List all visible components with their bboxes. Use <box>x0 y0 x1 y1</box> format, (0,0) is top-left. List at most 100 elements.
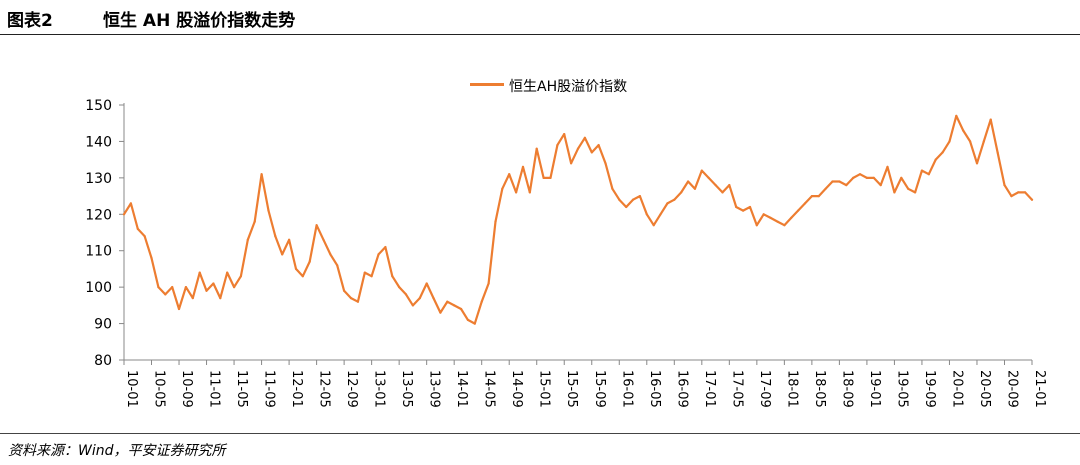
x-tick-label: 12-01 <box>289 370 304 408</box>
data-point <box>783 224 786 227</box>
data-point <box>962 129 965 132</box>
data-point <box>356 300 359 303</box>
y-tick-label: 100 <box>85 280 112 296</box>
data-point <box>453 304 456 307</box>
data-point <box>927 173 930 176</box>
source-divider <box>0 433 1080 434</box>
x-tick-label: 11-05 <box>234 370 249 408</box>
x-tick-label: 19-05 <box>894 370 909 408</box>
x-tick-label: 16-05 <box>647 370 662 408</box>
x-tick-label: 12-09 <box>344 370 359 408</box>
y-tick-label: 140 <box>85 134 112 150</box>
data-point <box>274 235 277 238</box>
data-point <box>790 216 793 219</box>
x-tick-label: 12-05 <box>317 370 332 408</box>
x-tick-label: 15-01 <box>537 370 552 408</box>
data-point <box>136 227 139 230</box>
legend-swatch <box>470 83 504 86</box>
data-point <box>742 209 745 212</box>
data-point <box>294 267 298 270</box>
data-point <box>418 297 421 300</box>
data-point <box>177 307 181 311</box>
data-point <box>831 180 834 183</box>
data-point <box>253 220 256 223</box>
data-point <box>212 282 215 285</box>
data-point <box>233 286 236 289</box>
data-point <box>198 271 201 274</box>
y-tick-label: 80 <box>94 353 112 369</box>
data-point <box>515 191 518 194</box>
y-tick-label: 130 <box>85 171 112 187</box>
data-point <box>886 165 889 168</box>
data-point <box>879 184 882 187</box>
data-point <box>473 322 476 325</box>
data-point <box>934 158 937 161</box>
x-tick-label: 14-09 <box>509 370 524 408</box>
data-point <box>969 140 972 143</box>
x-tick-label: 14-05 <box>482 370 497 408</box>
x-tick-label: 19-01 <box>867 370 882 408</box>
data-point <box>563 133 566 136</box>
data-point <box>1030 198 1034 201</box>
y-tick-label: 120 <box>85 207 112 223</box>
data-point <box>377 253 380 256</box>
data-point <box>171 286 174 289</box>
x-tick-label: 18-09 <box>839 370 854 408</box>
data-point <box>398 286 401 289</box>
data-point <box>631 198 635 201</box>
data-point <box>845 184 848 187</box>
data-point <box>487 282 490 285</box>
data-point <box>576 147 580 150</box>
data-point <box>349 297 353 300</box>
data-point <box>680 191 683 194</box>
data-point <box>817 195 820 198</box>
x-tick-label: 16-09 <box>674 370 689 408</box>
data-point <box>673 198 676 201</box>
data-point <box>521 165 525 168</box>
data-point <box>549 176 552 179</box>
data-point <box>363 271 366 274</box>
data-point <box>157 286 160 289</box>
data-point <box>618 198 621 201</box>
data-point <box>893 191 896 194</box>
x-tick-label: 18-05 <box>812 370 827 408</box>
data-point <box>721 191 724 194</box>
data-point <box>466 318 469 321</box>
data-point <box>425 282 428 285</box>
data-point <box>982 140 985 143</box>
x-tick-label: 20-05 <box>977 370 992 408</box>
data-point <box>707 176 710 179</box>
data-point <box>164 293 167 296</box>
x-tick-label: 18-01 <box>784 370 799 408</box>
data-point <box>556 144 559 147</box>
data-point <box>776 220 779 223</box>
data-point <box>281 253 284 256</box>
data-point <box>762 213 765 216</box>
data-point <box>370 275 373 278</box>
data-point <box>1010 195 1013 198</box>
x-tick-label: 10-09 <box>179 370 194 408</box>
data-point <box>728 184 731 187</box>
data-point <box>941 151 944 154</box>
data-point <box>122 213 126 216</box>
data-point <box>955 114 958 117</box>
x-tick-label: 10-01 <box>124 370 139 408</box>
data-point <box>404 293 408 296</box>
data-point <box>748 205 752 209</box>
x-tick-label: 13-05 <box>399 370 414 408</box>
data-point <box>824 187 827 190</box>
x-tick-label: 17-01 <box>702 370 717 408</box>
x-tick-label: 20-09 <box>1004 370 1019 408</box>
figure-header: 图表2 恒生 AH 股溢价指数走势 <box>0 0 1080 38</box>
x-tick-label: 19-09 <box>922 370 937 408</box>
data-point <box>920 169 924 172</box>
data-point <box>638 195 642 198</box>
data-point <box>693 187 697 190</box>
data-point <box>735 205 738 209</box>
data-point <box>590 151 593 154</box>
data-point <box>205 289 208 292</box>
data-point <box>989 118 992 121</box>
data-point <box>700 169 703 172</box>
x-tick-label: 17-09 <box>757 370 772 408</box>
data-point <box>542 176 545 179</box>
